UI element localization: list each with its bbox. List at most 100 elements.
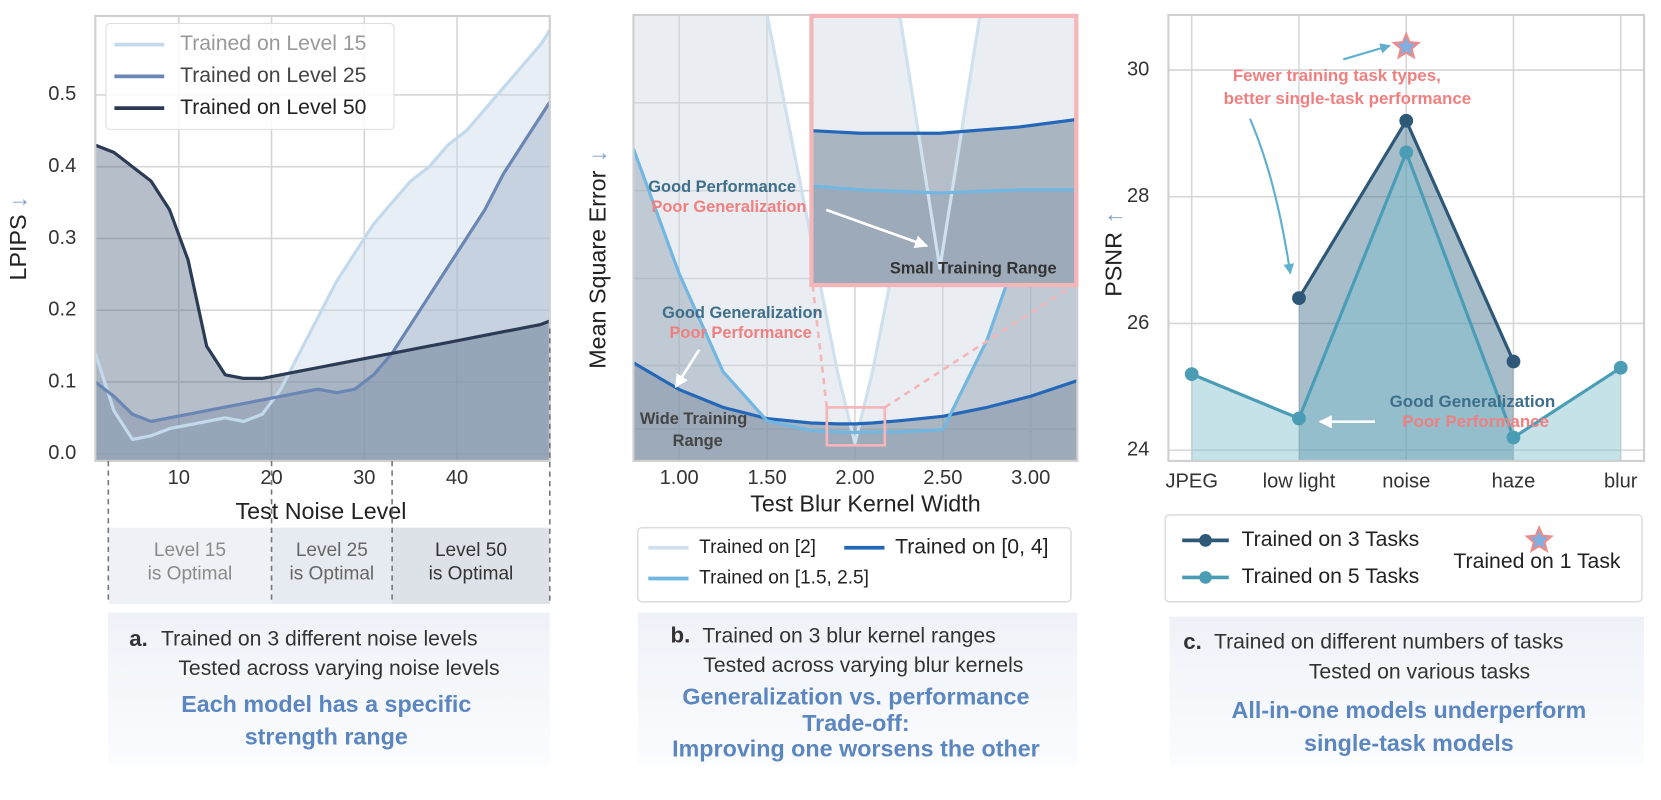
y-tick-label: 28: [1127, 185, 1149, 207]
series-group: [812, 17, 1076, 285]
point: [1399, 145, 1414, 160]
x-axis-label: Test Blur Kernel Width: [750, 491, 980, 517]
y-axis-label: Mean Square Error ↓: [585, 151, 611, 369]
x-tick-label: JPEG: [1165, 470, 1218, 492]
line: [95, 29, 550, 441]
annotation: Range: [673, 432, 723, 450]
line: [898, 17, 982, 270]
region-label: Level 15: [154, 540, 226, 561]
caption-line: Trained on different numbers of tasks: [1214, 631, 1564, 654]
area: [1298, 120, 1514, 461]
point: [1506, 354, 1521, 369]
caption-highlight: All-in-one models underperform: [1232, 697, 1587, 723]
arrow: [1342, 43, 1391, 61]
legend-box: [1164, 514, 1643, 603]
zoom-box: [825, 406, 887, 447]
point: [1399, 113, 1414, 128]
y-tick-label: 0.4: [48, 155, 76, 177]
legend-swatch: [1199, 571, 1212, 584]
y-axis-label: PSNR ↑: [1101, 212, 1127, 297]
area: [95, 145, 550, 461]
y-tick-label: 26: [1127, 312, 1149, 334]
x-tick-label: 30: [353, 467, 375, 489]
point: [1613, 360, 1628, 375]
legend-label: Trained on Level 15: [180, 32, 366, 55]
area: [633, 59, 1078, 461]
x-tick-label: 20: [260, 467, 282, 489]
point: [1506, 430, 1521, 445]
legend-swatch: [1524, 524, 1554, 553]
x-tick-label: haze: [1492, 470, 1536, 492]
x-axis-label: Test Noise Level: [236, 498, 407, 524]
arrow: [1249, 118, 1295, 275]
region-label: is Optimal: [148, 563, 233, 584]
line: [765, 14, 945, 445]
inset-frame: [809, 13, 1079, 288]
zoom-connector: [884, 282, 1076, 409]
x-tick-label: blur: [1604, 470, 1638, 492]
region-label: Level 50: [435, 540, 507, 561]
region: [271, 527, 393, 604]
point: [1184, 367, 1199, 382]
region: [392, 527, 550, 604]
y-tick-label: 30: [1127, 58, 1149, 80]
caption-line: Tested on various tasks: [1309, 660, 1530, 683]
caption-box: [637, 612, 1078, 765]
area: [95, 30, 550, 461]
legend-label: Trained on [0, 4]: [895, 535, 1048, 558]
line: [812, 184, 1076, 195]
y-axis-label-text: Mean Square Error: [585, 170, 611, 368]
annotation: Fewer training task types,: [1233, 66, 1441, 85]
annotation: Small Training Range: [890, 260, 1057, 278]
line: [633, 361, 1078, 426]
y-axis-label-text: PSNR: [1101, 232, 1127, 297]
legend-label: Trained on 5 Tasks: [1242, 565, 1420, 588]
y-axis-arrow: ↓: [5, 196, 31, 208]
area: [812, 119, 1076, 285]
annotation: Good Generalization: [662, 304, 822, 322]
caption-highlight: Generalization vs. performance: [682, 683, 1029, 709]
x-tick-label: noise: [1382, 470, 1430, 492]
legend-label: Trained on 1 Task: [1453, 550, 1621, 573]
caption-box: [108, 612, 550, 765]
caption-highlight: Each model has a specific: [181, 691, 471, 717]
x-tick-label: 3.00: [1011, 467, 1050, 489]
region: [108, 527, 272, 604]
arrow: [825, 208, 929, 249]
legend-label: Trained on Level 25: [180, 64, 366, 87]
y-axis-label: LPIPS ↓: [5, 196, 31, 280]
x-tick-label: 1.00: [660, 467, 699, 489]
series-group: [95, 29, 550, 461]
x-tick-label: 2.50: [923, 467, 962, 489]
annotation: better single-task performance: [1224, 89, 1472, 108]
caption-highlight: Trade-off:: [802, 710, 909, 736]
area: [1191, 152, 1621, 461]
annotation: Good Performance: [648, 178, 796, 196]
star-point: [1391, 31, 1421, 60]
legend-box: [105, 22, 395, 130]
caption-highlight: strength range: [245, 724, 408, 750]
x-tick-label: low light: [1263, 470, 1336, 492]
x-tick-label: 40: [446, 467, 468, 489]
plot-frame: [1167, 13, 1646, 462]
y-tick-label: 0.5: [48, 83, 76, 105]
region-label: Level 25: [296, 540, 368, 561]
caption-highlight: Improving one worsens the other: [672, 735, 1040, 761]
annotation: Wide Training: [640, 410, 747, 428]
annotation: Poor Performance: [1402, 412, 1549, 431]
annotation: Poor Generalization: [651, 198, 806, 216]
caption-line: Tested across varying blur kernels: [703, 654, 1023, 677]
area: [812, 17, 1076, 285]
line: [812, 118, 1076, 135]
line: [95, 143, 550, 380]
area: [95, 102, 550, 461]
point: [1292, 411, 1306, 426]
y-tick-label: 0.2: [48, 299, 76, 321]
caption-highlight: single-task models: [1304, 730, 1514, 756]
legend-label: Trained on 3 Tasks: [1242, 528, 1420, 551]
zoom-connector: [811, 283, 829, 408]
legend-swatch: [1199, 534, 1212, 547]
y-axis-arrow: ↑: [1101, 212, 1127, 224]
